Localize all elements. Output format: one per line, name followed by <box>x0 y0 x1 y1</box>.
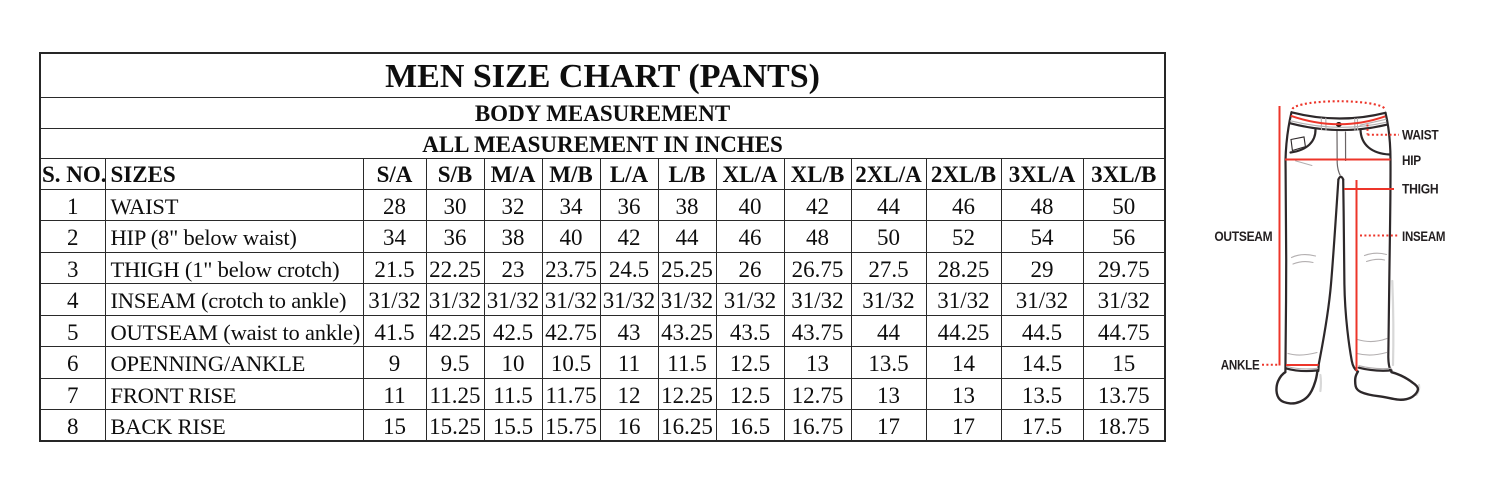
svg-text:HIP: HIP <box>1402 153 1421 168</box>
svg-text:WAIST: WAIST <box>1402 127 1439 142</box>
svg-text:OUTSEAM: OUTSEAM <box>1214 229 1272 244</box>
svg-text:INSEAM: INSEAM <box>1402 229 1445 244</box>
svg-text:THIGH: THIGH <box>1402 182 1438 197</box>
svg-text:ANKLE: ANKLE <box>1221 357 1260 372</box>
